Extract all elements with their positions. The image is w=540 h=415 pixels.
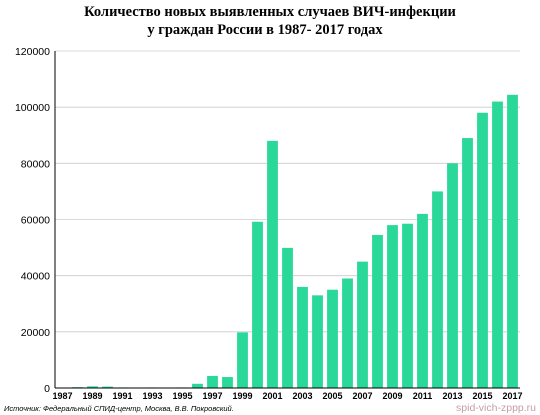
bar-2003 xyxy=(297,286,308,388)
bar-2002 xyxy=(282,247,293,388)
bar-1989 xyxy=(87,386,98,388)
x-tick-label: 2001 xyxy=(262,391,282,401)
y-axis-ticks: 0 20000 40000 60000 80000 100000 120000 xyxy=(15,46,50,395)
bar-2004 xyxy=(312,295,323,388)
x-tick-label: 2003 xyxy=(292,391,312,401)
y-tick-label: 20000 xyxy=(21,327,50,339)
bar-2009 xyxy=(387,225,398,388)
bar-2010 xyxy=(402,223,413,388)
bar-1990 xyxy=(102,386,113,388)
x-tick-label: 2015 xyxy=(472,391,492,401)
x-tick-label: 2013 xyxy=(442,391,462,401)
chart-title-line2: у граждан России в 1987- 2017 годах xyxy=(147,22,383,38)
bar-2013 xyxy=(447,163,458,388)
bar-2016 xyxy=(492,101,503,389)
y-tick-label: 120000 xyxy=(15,46,50,58)
bar-2000 xyxy=(252,221,263,388)
bar-1999 xyxy=(237,332,248,388)
y-tick-label: 80000 xyxy=(21,158,50,170)
x-tick-label: 1995 xyxy=(172,391,192,401)
x-tick-label: 1989 xyxy=(82,391,102,401)
x-tick-label: 2005 xyxy=(322,391,342,401)
bar-2008 xyxy=(372,234,383,388)
x-tick-label: 1997 xyxy=(202,391,222,401)
chart-title-line1: Количество новых выявленных случаев ВИЧ-… xyxy=(84,4,456,20)
x-tick-label: 2007 xyxy=(352,391,372,401)
x-tick-label: 1999 xyxy=(232,391,252,401)
x-axis-ticks: 1987 1989 1991 1993 1995 1997 1999 2001 2003 2005… xyxy=(52,391,522,401)
y-tick-label: 0 xyxy=(44,383,50,395)
bar-2007 xyxy=(357,261,368,389)
bar-2011 xyxy=(417,213,428,388)
y-tick-label: 60000 xyxy=(21,215,50,227)
bar-2005 xyxy=(327,289,338,388)
x-tick-label: 1987 xyxy=(52,391,72,401)
bar-2017 xyxy=(507,94,518,388)
bar-2001 xyxy=(267,140,278,388)
source-note: Источник: Федеральный СПИД-центр, Москва… xyxy=(4,404,234,413)
x-tick-label: 1991 xyxy=(112,391,132,401)
y-tick-label: 40000 xyxy=(21,271,50,283)
bar-1998 xyxy=(222,377,233,388)
x-tick-label: 2017 xyxy=(502,391,522,401)
bar-2006 xyxy=(342,278,353,388)
bar-1996 xyxy=(192,383,203,388)
bar-2015 xyxy=(477,112,488,388)
x-tick-label: 2011 xyxy=(413,391,433,401)
x-tick-label: 2009 xyxy=(382,391,402,401)
y-tick-label: 100000 xyxy=(15,102,50,114)
bar-1997 xyxy=(207,375,218,388)
bar-2014 xyxy=(462,138,473,388)
axes xyxy=(54,51,520,389)
watermark: spid-vich-zppp.ru xyxy=(456,402,536,414)
bars xyxy=(57,94,518,389)
bar-2012 xyxy=(432,191,443,388)
x-tick-label: 1993 xyxy=(142,391,162,401)
